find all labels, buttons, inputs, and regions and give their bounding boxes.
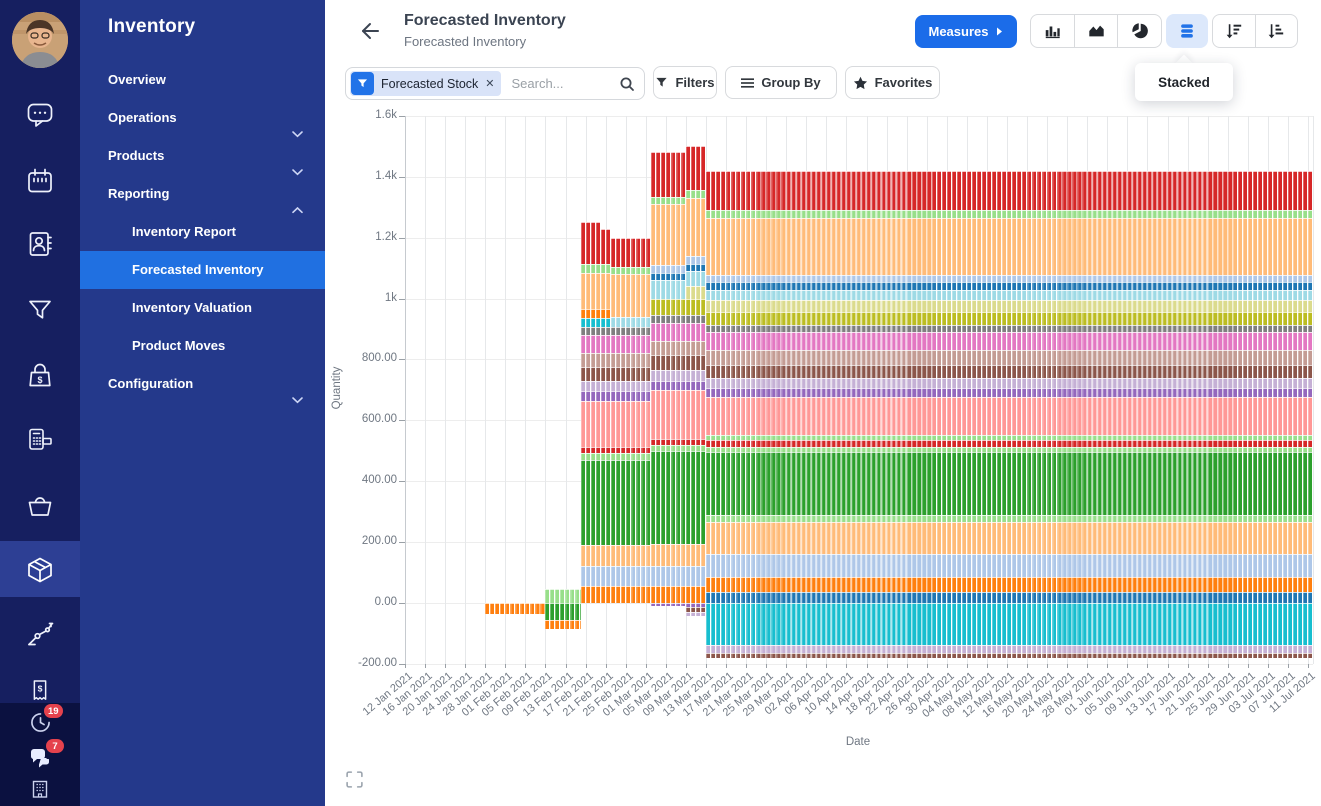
discuss-icon[interactable] bbox=[0, 100, 80, 130]
y-axis-title: Quantity bbox=[331, 366, 343, 410]
rail-active-tile bbox=[0, 541, 80, 597]
group-by-label: Group By bbox=[761, 75, 821, 90]
sidebar-subitem-forecasted-inventory[interactable]: Forecasted Inventory bbox=[80, 251, 325, 289]
sort-ascending-button[interactable] bbox=[1254, 15, 1297, 47]
group-by-button[interactable]: Group By bbox=[725, 66, 837, 99]
sidebar-subitem-product-moves[interactable]: Product Moves bbox=[132, 338, 226, 353]
bar-chart-icon bbox=[1045, 26, 1060, 39]
manufacturing-robot-icon[interactable] bbox=[0, 619, 80, 649]
sidebar-title: Inventory bbox=[108, 16, 196, 37]
line-chart-button[interactable] bbox=[1073, 15, 1118, 47]
activities-badge: 19 bbox=[44, 704, 63, 718]
group-by-icon bbox=[741, 77, 755, 88]
purchase-basket-icon[interactable] bbox=[0, 490, 80, 520]
chevron-down-icon bbox=[292, 115, 303, 153]
crm-funnel-icon[interactable] bbox=[0, 295, 80, 325]
expand-selection-icon[interactable] bbox=[345, 770, 364, 794]
chevron-down-icon bbox=[292, 153, 303, 191]
stacked-icon bbox=[1181, 24, 1193, 38]
search-input[interactable] bbox=[509, 75, 611, 92]
search-bar[interactable]: Forecasted Stock ✕ bbox=[345, 67, 645, 100]
sort-asc-icon bbox=[1269, 24, 1284, 39]
app-icon-rail: $ bbox=[0, 0, 80, 806]
calendar-icon[interactable] bbox=[0, 166, 80, 196]
user-avatar[interactable] bbox=[12, 12, 68, 68]
sidebar-item-label: Configuration bbox=[108, 376, 194, 391]
x-axis-title: Date bbox=[845, 736, 871, 748]
messages-chat-icon[interactable] bbox=[0, 745, 80, 769]
app-sidebar: Inventory Overview Operations Products R… bbox=[80, 0, 325, 806]
sidebar-item-products[interactable]: Products bbox=[80, 137, 325, 176]
chevron-up-icon bbox=[292, 191, 303, 229]
svg-text:$: $ bbox=[38, 683, 43, 693]
chevron-down-icon bbox=[292, 381, 303, 419]
company-building-icon[interactable] bbox=[0, 779, 80, 799]
activities-clock-icon[interactable] bbox=[0, 711, 80, 734]
contacts-icon[interactable] bbox=[0, 229, 80, 259]
sidebar-item-configuration[interactable]: Configuration bbox=[80, 365, 325, 404]
pie-chart-icon bbox=[1132, 23, 1148, 39]
sidebar-item-label: Products bbox=[108, 148, 165, 163]
pos-register-icon[interactable] bbox=[0, 425, 80, 455]
stacked-tooltip: Stacked bbox=[1135, 63, 1233, 101]
search-facet[interactable]: Forecasted Stock ✕ bbox=[350, 71, 502, 96]
sort-group bbox=[1212, 14, 1298, 48]
facet-label: Forecasted Stock bbox=[381, 76, 479, 91]
accounting-receipt-icon[interactable]: $ bbox=[0, 678, 80, 704]
filters-label: Filters bbox=[675, 75, 715, 90]
avatar-image bbox=[12, 12, 68, 68]
caret-right-icon bbox=[997, 27, 1003, 36]
filter-icon bbox=[656, 77, 668, 87]
sort-desc-icon bbox=[1226, 24, 1242, 39]
sales-bag-icon[interactable]: $ bbox=[0, 360, 80, 390]
measures-label: Measures bbox=[928, 24, 989, 39]
sort-descending-button[interactable] bbox=[1213, 15, 1255, 47]
bar-chart-button[interactable] bbox=[1031, 15, 1074, 47]
sidebar-item-label: Operations bbox=[108, 110, 177, 125]
breadcrumb-subtitle: Forecasted Inventory bbox=[404, 34, 527, 49]
sidebar-item-reporting[interactable]: Reporting bbox=[80, 175, 325, 214]
facet-remove-icon[interactable]: ✕ bbox=[485, 78, 495, 90]
stacked-toggle-button[interactable] bbox=[1166, 14, 1208, 48]
sidebar-item-label: Reporting bbox=[108, 186, 170, 201]
sidebar-item-overview[interactable]: Overview bbox=[108, 72, 166, 87]
measures-button[interactable]: Measures bbox=[915, 15, 1017, 48]
favorites-label: Favorites bbox=[874, 75, 933, 90]
sidebar-subitem-inventory-report[interactable]: Inventory Report bbox=[132, 224, 237, 239]
favorites-button[interactable]: Favorites bbox=[845, 66, 940, 99]
star-icon bbox=[853, 76, 867, 89]
page-title: Forecasted Inventory bbox=[404, 12, 566, 29]
search-icon[interactable] bbox=[619, 76, 635, 92]
messages-badge: 7 bbox=[46, 739, 64, 753]
sidebar-item-operations[interactable]: Operations bbox=[80, 99, 325, 138]
area-chart-icon bbox=[1088, 25, 1104, 37]
pie-chart-button[interactable] bbox=[1117, 15, 1161, 47]
chart-type-group bbox=[1030, 14, 1162, 48]
sidebar-subitem-inventory-valuation[interactable]: Inventory Valuation bbox=[132, 300, 252, 315]
svg-text:$: $ bbox=[37, 375, 42, 385]
inventory-box-icon[interactable] bbox=[0, 555, 80, 585]
main-content bbox=[325, 0, 1321, 806]
back-button[interactable] bbox=[357, 19, 383, 45]
filter-funnel-chip-icon bbox=[351, 72, 374, 95]
filters-button[interactable]: Filters bbox=[653, 66, 717, 99]
